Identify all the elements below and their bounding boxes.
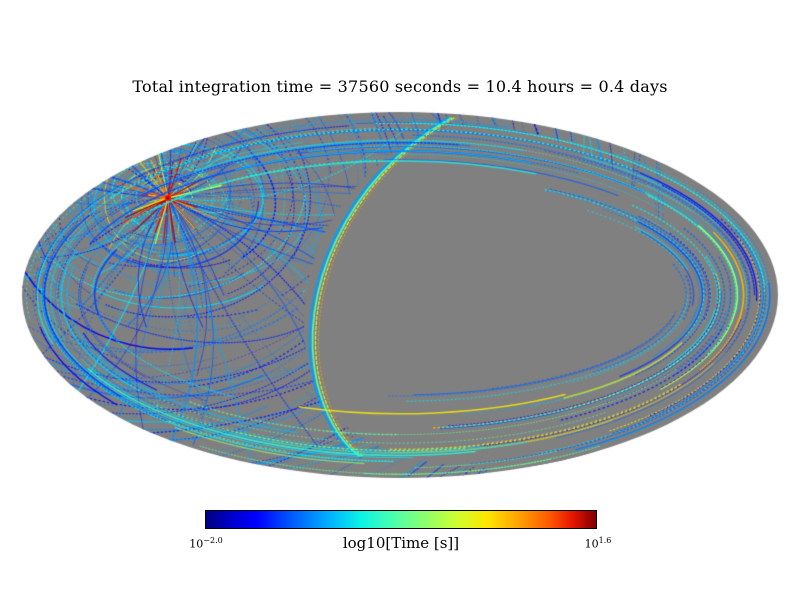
min-tick-exponent: −2.0 (203, 536, 223, 545)
max-tick-base: 10 (584, 537, 599, 551)
colorbar-gradient (205, 510, 597, 529)
chart-title: Total integration time = 37560 seconds =… (132, 77, 668, 96)
colorbar-max-tick: 101.6 (568, 536, 628, 551)
min-tick-base: 10 (189, 537, 204, 551)
max-tick-exponent: 1.6 (598, 536, 612, 545)
colorbar-label: log10[Time [s]] (342, 534, 460, 552)
colorbar-min-tick: 10−2.0 (176, 536, 236, 551)
